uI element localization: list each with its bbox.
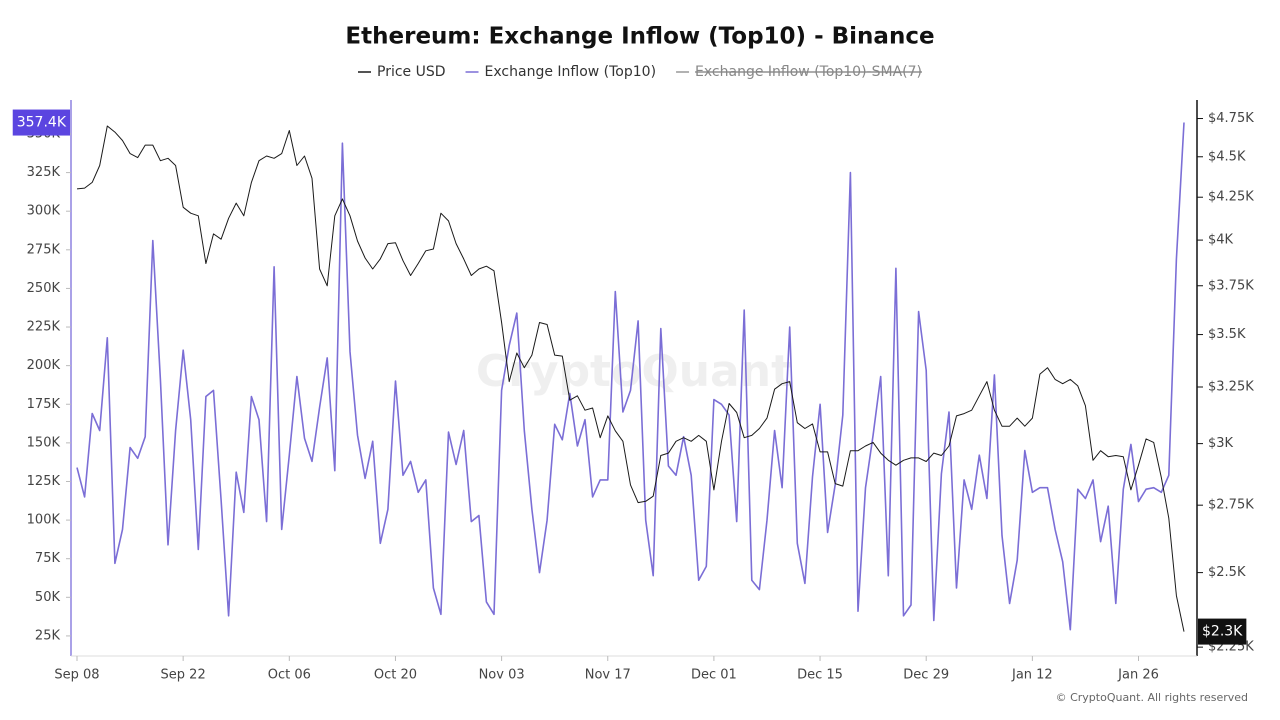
y2-tick-label: $4.75K	[1208, 111, 1254, 126]
y-tick-label: 50K	[35, 590, 61, 605]
end-badge: 357.4K	[12, 109, 70, 136]
y-tick-label: 200K	[27, 358, 61, 373]
x-tick-label: Nov 17	[585, 668, 631, 683]
series-line	[76, 125, 1185, 632]
y-tick-label: 250K	[27, 281, 61, 296]
series-line	[76, 122, 1185, 631]
y-tick-label: 325K	[27, 165, 61, 180]
y2-tick-label: $3.5K	[1208, 327, 1246, 342]
x-tick-label: Sep 08	[54, 668, 99, 683]
legend: Price USD Exchange Inflow (Top10) Exchange…	[358, 64, 922, 80]
y-tick-label: 275K	[27, 242, 61, 257]
x-tick-label: Jan 12	[1011, 668, 1053, 683]
y-tick-label: 75K	[35, 551, 61, 566]
y-tick-label: 125K	[27, 474, 61, 489]
y-tick-label: 100K	[27, 513, 61, 528]
x-tick-label: Oct 20	[374, 668, 417, 683]
y2-tick-label: $3K	[1208, 436, 1234, 451]
legend-label: Exchange Inflow (Top10)	[485, 64, 657, 80]
end-badge-bg	[12, 109, 70, 136]
legend-label: Price USD	[377, 64, 446, 80]
y-tick-label: 225K	[27, 320, 61, 335]
x-tick-label: Sep 22	[161, 668, 206, 683]
x-tick-label: Nov 03	[479, 668, 525, 683]
end-badge-label: $2.3K	[1202, 624, 1243, 640]
x-tick-label: Jan 26	[1117, 668, 1159, 683]
y-tick-label: 25K	[35, 628, 61, 643]
y-tick-label: 175K	[27, 397, 61, 412]
chart-title: Ethereum: Exchange Inflow (Top10) - Bina…	[345, 24, 934, 50]
legend-label: Exchange Inflow (Top10)-SMA(7)	[695, 64, 922, 80]
end-badge-bg	[1198, 618, 1247, 645]
y2-tick-label: $4.5K	[1208, 149, 1246, 164]
x-tick-label: Dec 01	[691, 668, 737, 683]
end-badge: $2.3K	[1198, 618, 1247, 645]
y2-tick-label: $4K	[1208, 233, 1234, 248]
y2-tick-label: $4.25K	[1208, 190, 1254, 205]
y-tick-label: 300K	[27, 204, 61, 219]
y2-tick-label: $2.5K	[1208, 565, 1246, 580]
x-tick-label: Dec 29	[903, 668, 949, 683]
y-tick-label: 150K	[27, 435, 61, 450]
end-badge-label: 357.4K	[17, 115, 67, 131]
x-tick-label: Oct 06	[268, 668, 311, 683]
y2-tick-label: $3.75K	[1208, 278, 1254, 293]
x-tick-label: Dec 15	[797, 668, 843, 683]
y2-tick-label: $3.25K	[1208, 379, 1254, 394]
y2-tick-label: $2.75K	[1208, 498, 1254, 513]
footer: © CryptoQuant. All rights reserved	[1056, 691, 1248, 704]
